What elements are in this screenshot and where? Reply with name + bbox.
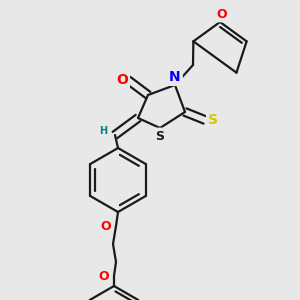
Text: O: O [217, 8, 227, 20]
Text: H: H [99, 126, 107, 136]
Text: O: O [101, 220, 111, 232]
Text: O: O [99, 269, 109, 283]
Text: N: N [169, 70, 181, 84]
Text: S: S [155, 130, 164, 142]
Text: S: S [208, 113, 218, 127]
Text: O: O [116, 73, 128, 87]
